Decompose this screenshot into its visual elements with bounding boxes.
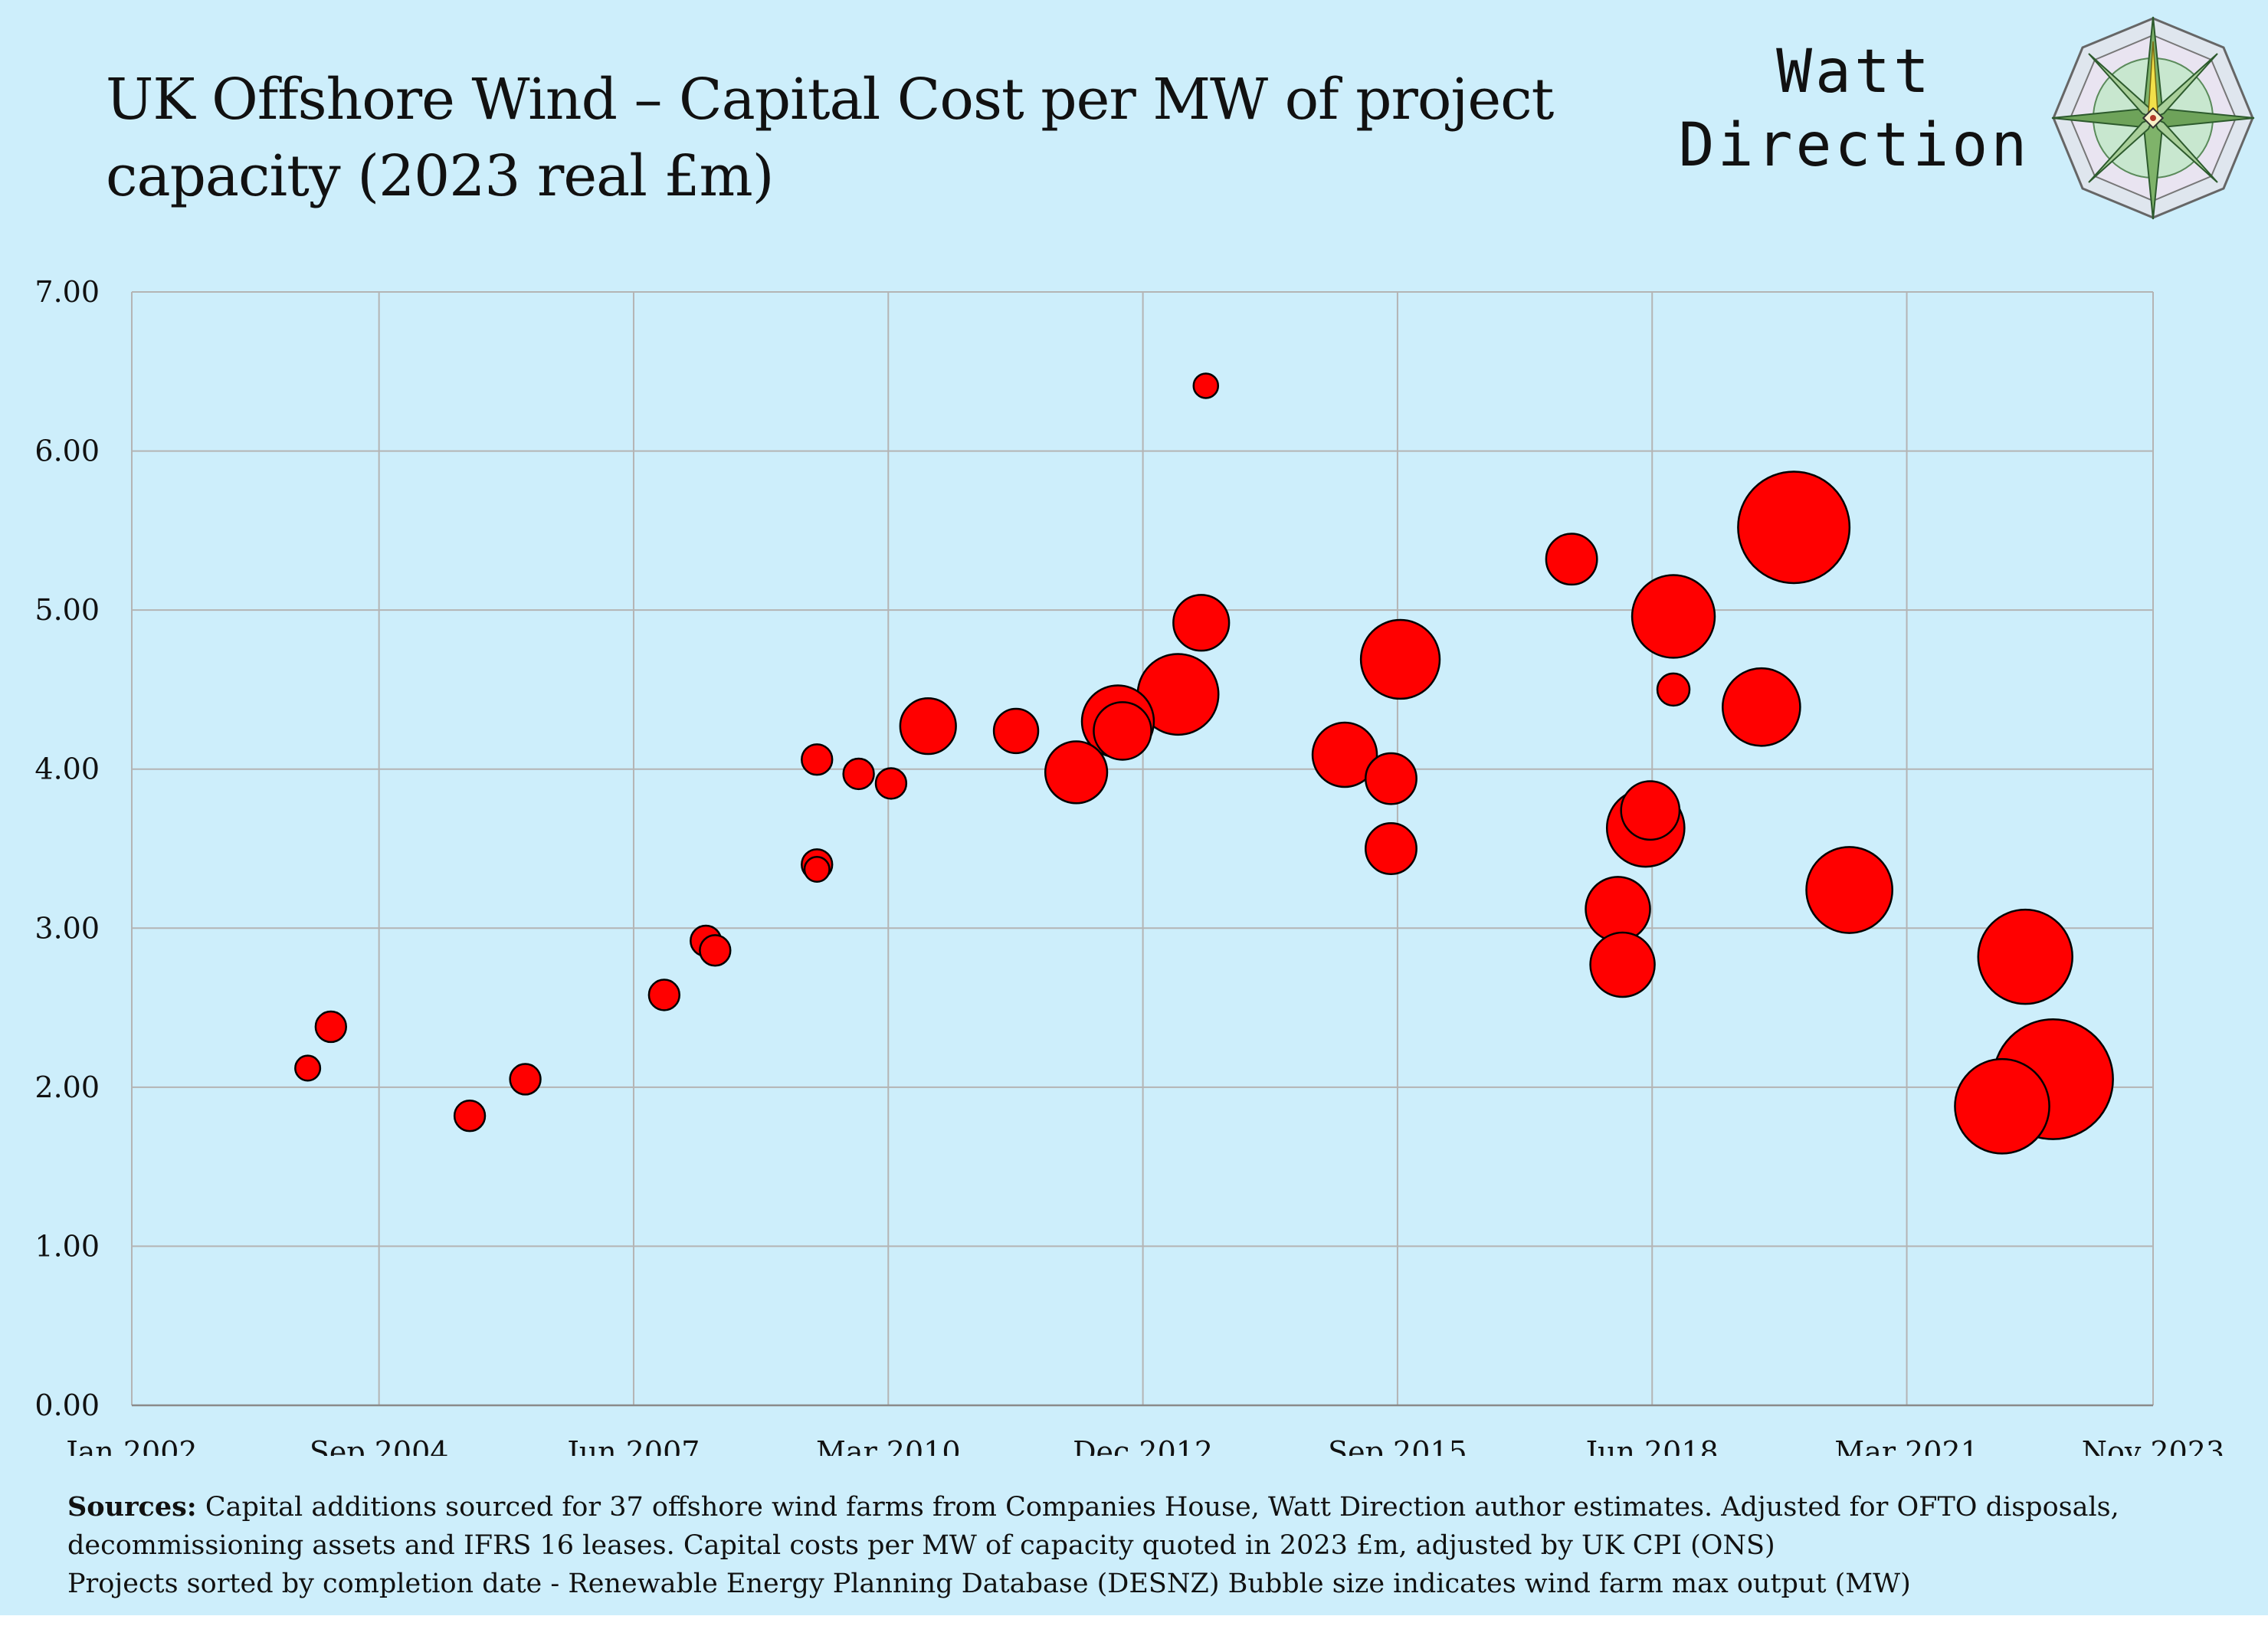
x-tick-label: Mar 2021 xyxy=(1834,1435,1979,1456)
data-bubble xyxy=(1311,721,1378,788)
data-bubble xyxy=(1365,822,1418,875)
data-bubble xyxy=(803,855,831,883)
x-tick-label: Sep 2015 xyxy=(1328,1435,1467,1456)
y-tick-label: 3.00 xyxy=(34,911,100,945)
data-bubble xyxy=(647,979,681,1011)
data-bubble xyxy=(1954,1057,2050,1155)
data-bubble xyxy=(1656,672,1691,707)
data-bubble xyxy=(1172,594,1231,652)
data-bubble xyxy=(1737,470,1851,585)
data-bubble xyxy=(1805,846,1893,934)
data-bubble xyxy=(1093,701,1152,761)
y-tick-label: 1.00 xyxy=(34,1229,100,1263)
data-bubble xyxy=(1044,740,1109,805)
data-bubble xyxy=(1589,931,1656,998)
data-bubble xyxy=(1192,372,1220,399)
sources-text: Capital additions sourced for 37 offshor… xyxy=(67,1492,2119,1561)
x-tick-label: Sep 2004 xyxy=(310,1435,449,1456)
sources-line3: Projects sorted by completion date - Ren… xyxy=(67,1569,1911,1599)
y-tick-label: 4.00 xyxy=(34,752,100,786)
data-bubble xyxy=(314,1010,347,1044)
x-tick-label: Nov 2023 xyxy=(2082,1435,2224,1456)
brand-name-line1: Watt xyxy=(1776,38,1932,107)
x-tick-label: Mar 2010 xyxy=(816,1435,961,1456)
data-bubble xyxy=(1631,574,1716,659)
x-tick-label: Jun 2018 xyxy=(1583,1435,1719,1456)
data-bubble xyxy=(1585,876,1651,942)
data-bubble xyxy=(699,934,732,967)
compass-rose-logo-icon xyxy=(2051,16,2255,220)
x-axis: Jan 2002 Sep 2004 Jun 2007 Mar 2010 Dec 2012… xyxy=(63,1435,2224,1456)
x-tick-label: Jun 2007 xyxy=(564,1435,700,1456)
y-tick-label: 7.00 xyxy=(34,275,100,309)
y-tick-label: 0.00 xyxy=(34,1388,100,1422)
y-axis: 0.00 1.00 2.00 3.00 4.00 5.00 6.00 7.00 xyxy=(34,275,100,1422)
x-tick-label: Dec 2012 xyxy=(1073,1435,1213,1456)
y-tick-label: 6.00 xyxy=(34,434,100,468)
data-bubble xyxy=(453,1100,487,1133)
data-bubble xyxy=(1977,908,2073,1005)
data-bubble xyxy=(509,1063,542,1096)
sources-note: Sources: Capital additions sourced for 3… xyxy=(67,1488,2243,1603)
data-bubble xyxy=(1545,533,1598,586)
chart-title: UK Offshore Wind – Capital Cost per MW o… xyxy=(106,67,1554,209)
data-bubble xyxy=(842,757,875,791)
data-bubble xyxy=(899,697,957,756)
data-bubble xyxy=(992,707,1040,755)
brand-name: Watt Direction xyxy=(1647,35,2061,182)
grid-lines xyxy=(131,291,2154,1407)
data-bubble xyxy=(1365,752,1418,805)
y-tick-label: 2.00 xyxy=(34,1070,100,1104)
y-tick-label: 5.00 xyxy=(34,593,100,627)
data-bubble xyxy=(1722,667,1801,747)
data-points xyxy=(294,372,2114,1155)
x-tick-label: Jan 2002 xyxy=(63,1435,197,1456)
sources-label: Sources: xyxy=(67,1491,197,1523)
data-bubble xyxy=(801,743,834,776)
brand-name-line2: Direction xyxy=(1678,111,2030,180)
data-bubble xyxy=(1359,618,1441,700)
data-bubble xyxy=(874,767,908,800)
data-bubble xyxy=(1620,780,1681,841)
data-bubble xyxy=(294,1054,322,1082)
bubble-chart: 0.00 1.00 2.00 3.00 4.00 5.00 6.00 7.00 Jan 200… xyxy=(34,275,2224,1456)
